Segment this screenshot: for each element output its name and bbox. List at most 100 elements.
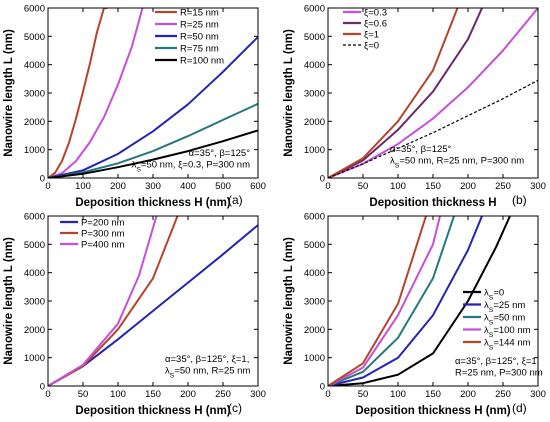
y-tick-label: 3000 <box>304 89 325 100</box>
y-tick-label: 0 <box>320 382 325 393</box>
x-tick-label: 150 <box>425 181 441 192</box>
panel-label: (c) <box>228 401 242 415</box>
series-line-2 <box>48 8 144 178</box>
panel-label: (b) <box>512 193 527 207</box>
chart-panel-2: 0 50 100 150 200 250 3000100020003000400050006… <box>283 4 546 210</box>
legend-entry: P=300 nm <box>81 229 125 240</box>
x-tick-label: 500 <box>215 181 231 192</box>
y-tick-label: 2000 <box>24 325 45 336</box>
annotation-text: λS=50 nm, ξ=0.3, P=300 nm <box>132 160 250 174</box>
legend-entry: R=50 nm <box>180 32 219 43</box>
x-tick-label: 50 <box>358 181 369 192</box>
y-tick-label: 2000 <box>304 325 325 336</box>
x-tick-label: 0 <box>325 389 330 400</box>
y-tick-label: 5000 <box>304 32 325 43</box>
y-tick-label: 3000 <box>24 297 45 308</box>
annotation-text: α=35°, β=125°, ξ=1, <box>165 354 249 365</box>
x-tick-label: 250 <box>215 389 231 400</box>
x-axis-label: Deposition thickness H (nm) <box>75 405 230 417</box>
y-tick-label: 1000 <box>304 145 325 156</box>
y-tick-label: 4000 <box>304 60 325 71</box>
y-tick-label: 3000 <box>24 89 45 100</box>
y-axis-label: Nanowire length L (nm) <box>3 237 15 365</box>
legend: ξ=0.3ξ=0.6ξ=1ξ=0 <box>343 8 387 52</box>
legend-entry: R=25 nm <box>180 20 219 31</box>
legend-entry: ξ=0.6 <box>364 19 387 30</box>
x-tick-label: 100 <box>110 389 126 400</box>
x-tick-label: 400 <box>180 181 196 192</box>
x-tick-label: 300 <box>250 389 266 400</box>
y-tick-label: 0 <box>320 174 325 185</box>
y-tick-label: 4000 <box>24 268 45 279</box>
legend: R=15 nmR=25 nmR=50 nmR=75 nmR=100 nm <box>155 8 224 67</box>
x-tick-label: 600 <box>250 181 266 192</box>
x-tick-label: 150 <box>425 389 441 400</box>
x-tick-label: 200 <box>460 181 476 192</box>
panel-label: (a) <box>228 193 243 207</box>
legend-entry: λS=25 nm <box>484 300 525 314</box>
y-tick-label: 0 <box>40 382 45 393</box>
y-tick-label: 0 <box>40 174 45 185</box>
x-tick-label: 300 <box>530 181 546 192</box>
x-tick-label: 100 <box>390 389 406 400</box>
y-tick-label: 2000 <box>24 117 45 128</box>
y-tick-label: 2000 <box>304 117 325 128</box>
y-tick-label: 1000 <box>304 353 325 364</box>
legend-entry: R=100 nm <box>180 56 224 67</box>
x-tick-label: 300 <box>145 181 161 192</box>
x-axis-label: Deposition thickness H <box>369 197 496 209</box>
legend-entry: λS=0 <box>484 288 504 302</box>
chart-panel-4: 0 50 100 150 200 250 3000100020003000400050006… <box>283 212 546 418</box>
x-tick-label: 300 <box>530 389 546 400</box>
annotation-text: α=35°, β=125°, ξ=1, <box>455 356 539 367</box>
legend-entry: λS=144 nm <box>484 338 531 352</box>
series-line-1 <box>48 8 108 178</box>
x-tick-label: 100 <box>75 181 91 192</box>
legend-entry: P=400 nm <box>81 240 125 251</box>
y-axis-label: Nanowire length L (nm) <box>283 237 295 365</box>
annotation-text: λS=50 nm, R=25 nm <box>165 366 250 380</box>
series-line-3 <box>48 216 158 386</box>
series-line-5 <box>328 216 427 386</box>
series-line-2 <box>328 216 483 386</box>
annotation-text: α=35°, β=125° <box>189 148 251 159</box>
legend-entry: P=200 nm <box>81 218 125 229</box>
x-tick-label: 0 <box>325 181 330 192</box>
series-line-2 <box>328 8 483 178</box>
x-tick-label: 200 <box>460 389 476 400</box>
chart-panel-1: 0 100 200 300 400 500 600010002000300040005000… <box>3 4 266 210</box>
x-axis-label: Deposition thickness H (nm) <box>75 197 230 209</box>
legend-entry: λS=100 nm <box>484 325 531 339</box>
series-line-4 <box>328 79 538 178</box>
x-tick-label: 50 <box>358 389 369 400</box>
x-tick-label: 250 <box>495 389 511 400</box>
annotation-text: λS=50 nm, R=25 nm, P=300 nm <box>390 156 524 170</box>
legend-entry: ξ=0.3 <box>364 8 387 19</box>
y-axis-label: Nanowire length L (nm) <box>283 29 295 157</box>
series-line-4 <box>328 216 441 386</box>
x-tick-label: 50 <box>78 389 89 400</box>
panel-label: (d) <box>512 401 527 415</box>
legend-entry: R=75 nm <box>180 44 219 55</box>
series-line-3 <box>48 36 258 178</box>
legend-entry: ξ=1 <box>364 30 379 41</box>
legend: P=200 nmP=300 nmP=400 nm <box>60 218 125 251</box>
y-tick-label: 5000 <box>24 240 45 251</box>
y-tick-label: 4000 <box>304 268 325 279</box>
legend-entry: R=15 nm <box>180 8 219 19</box>
y-tick-label: 4000 <box>24 60 45 71</box>
annotation-text: R=25 nm, P=300 nm <box>455 368 543 379</box>
annotation-text: α=35°, β=125° <box>390 144 452 155</box>
y-tick-label: 1000 <box>24 353 45 364</box>
x-tick-label: 250 <box>495 181 511 192</box>
y-axis-label: Nanowire length L (nm) <box>3 29 15 157</box>
x-tick-label: 0 <box>45 389 50 400</box>
y-tick-label: 5000 <box>304 240 325 251</box>
x-tick-label: 200 <box>180 389 196 400</box>
legend-entry: ξ=0 <box>364 41 379 52</box>
x-tick-label: 200 <box>110 181 126 192</box>
y-tick-label: 6000 <box>304 4 325 15</box>
series-line-3 <box>328 216 455 386</box>
